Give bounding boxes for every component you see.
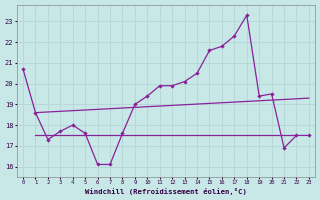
X-axis label: Windchill (Refroidissement éolien,°C): Windchill (Refroidissement éolien,°C) (85, 188, 247, 195)
